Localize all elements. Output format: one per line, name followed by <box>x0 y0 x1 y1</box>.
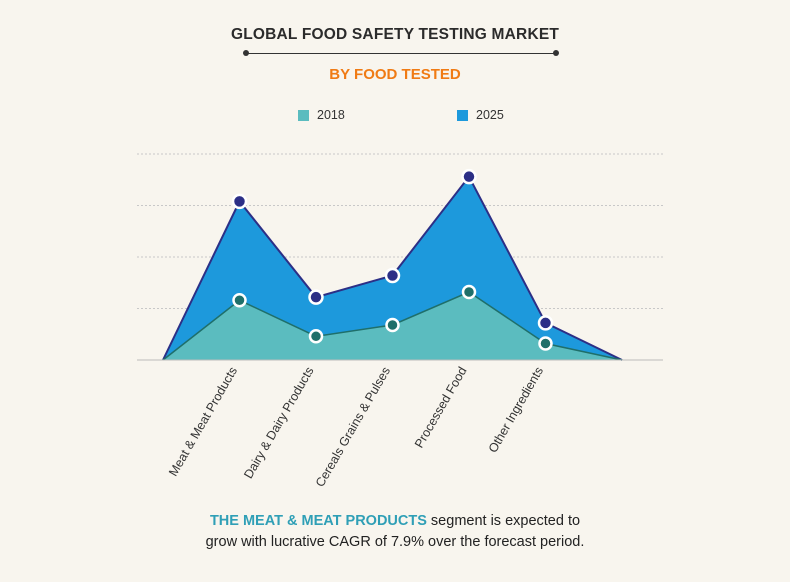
legend-swatch-2025 <box>457 109 468 121</box>
footer-line-1-rest: segment is expected to <box>426 513 581 529</box>
x-tick-label: Processed Food <box>412 364 470 450</box>
point-2025 <box>537 315 554 331</box>
point-2025 <box>461 168 477 185</box>
legend-label-2018: 2018 <box>317 108 345 122</box>
point-2025 <box>308 289 324 305</box>
point-2018 <box>461 284 477 300</box>
point-2018 <box>308 329 324 344</box>
title-divider <box>246 53 556 54</box>
legend-item-2025: 2025 <box>457 108 504 122</box>
footer-line-2: grow with lucrative CAGR of 7.9% over th… <box>205 534 585 550</box>
x-tick-label: Cereals Grains & Pulses <box>313 365 393 490</box>
x-tick-label: Other Ingredients <box>486 365 546 456</box>
legend-item-2018: 2018 <box>298 108 345 122</box>
x-tick-label: Meat & Meat Products <box>166 365 240 479</box>
legend: 2018 2025 <box>0 108 790 124</box>
point-2018 <box>538 336 553 351</box>
legend-swatch-2018 <box>298 109 309 121</box>
divider-dot-left <box>243 50 249 56</box>
point-2018 <box>385 317 400 333</box>
area-2025 <box>163 176 622 360</box>
point-2018 <box>232 293 247 308</box>
point-2025 <box>384 267 401 284</box>
point-2025 <box>231 193 248 210</box>
x-tick-label: Dairy & Dairy Products <box>241 365 316 481</box>
footer-highlight: THE MEAT & MEAT PRODUCTS <box>209 513 427 529</box>
chart-subtitle: BY FOOD TESTED <box>329 66 461 83</box>
chart-footer-note: THE MEAT & MEAT PRODUCTS segment is expe… <box>0 511 790 553</box>
legend-label-2025: 2025 <box>476 108 504 122</box>
footer-line-1: THE MEAT & MEAT PRODUCTS segment is expe… <box>0 511 790 532</box>
divider-dot-right <box>553 50 559 56</box>
chart-title: GLOBAL FOOD SAFETY TESTING MARKET <box>230 26 560 43</box>
